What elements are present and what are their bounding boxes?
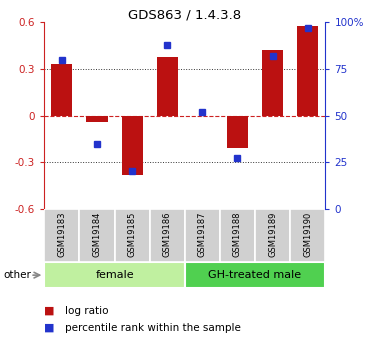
- Text: GSM19190: GSM19190: [303, 212, 312, 257]
- Bar: [44, 262, 185, 288]
- Text: ■: ■: [44, 323, 55, 333]
- Text: percentile rank within the sample: percentile rank within the sample: [65, 323, 241, 333]
- Bar: [290, 209, 325, 262]
- Text: ■: ■: [44, 306, 55, 315]
- Text: GSM19188: GSM19188: [233, 211, 242, 257]
- Bar: [150, 209, 185, 262]
- Bar: [297, 26, 318, 116]
- Bar: [227, 116, 248, 148]
- Bar: [262, 50, 283, 116]
- Bar: [51, 64, 72, 116]
- Text: GH-treated male: GH-treated male: [209, 270, 301, 280]
- Bar: [44, 209, 79, 262]
- Bar: [79, 209, 115, 262]
- Bar: [122, 116, 142, 175]
- Text: GSM19184: GSM19184: [92, 212, 102, 257]
- Text: GSM19187: GSM19187: [198, 211, 207, 257]
- Text: GSM19189: GSM19189: [268, 212, 277, 257]
- Bar: [86, 116, 107, 122]
- Text: GSM19185: GSM19185: [127, 212, 137, 257]
- Text: female: female: [95, 270, 134, 280]
- Text: GSM19183: GSM19183: [57, 211, 66, 257]
- Bar: [185, 209, 220, 262]
- Bar: [115, 209, 150, 262]
- Text: GSM19186: GSM19186: [163, 211, 172, 257]
- Text: other: other: [4, 270, 32, 280]
- Bar: [220, 209, 255, 262]
- Title: GDS863 / 1.4.3.8: GDS863 / 1.4.3.8: [128, 8, 241, 21]
- Bar: [255, 209, 290, 262]
- Bar: [157, 57, 178, 116]
- Text: log ratio: log ratio: [65, 306, 109, 315]
- Bar: [185, 262, 325, 288]
